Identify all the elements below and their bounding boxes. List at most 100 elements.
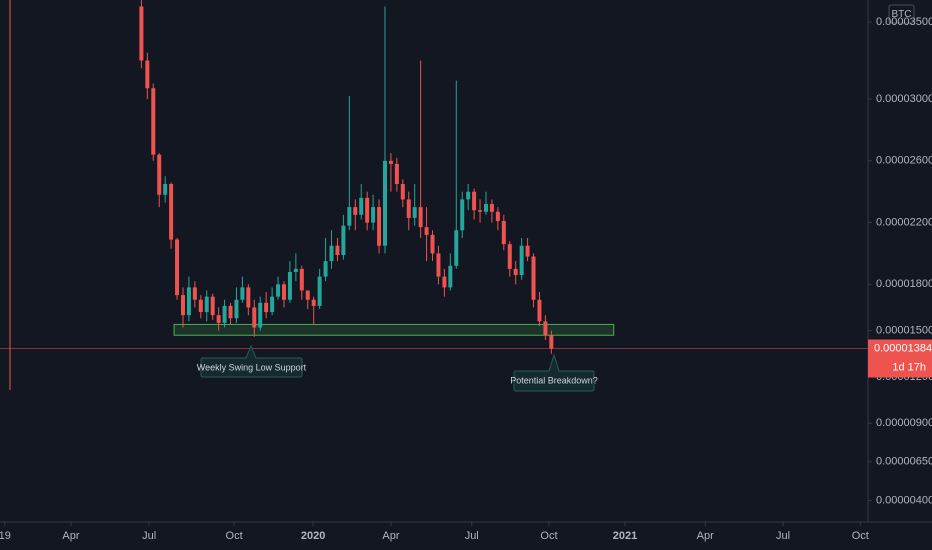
candle-body <box>175 239 180 296</box>
candle-body <box>483 204 488 212</box>
candle-body <box>192 287 197 300</box>
candle-body <box>335 245 340 255</box>
price-axis-corner <box>869 523 932 550</box>
x-tick-label: 2020 <box>301 530 325 542</box>
callout: Weekly Swing Low Support <box>197 344 307 378</box>
candle-body <box>489 204 494 212</box>
candle-body <box>478 210 483 212</box>
candle-body <box>139 6 144 61</box>
candle-body <box>287 271 292 300</box>
candle-body <box>513 268 518 276</box>
plot-area <box>0 0 868 354</box>
countdown-badge <box>868 357 932 378</box>
callout-box <box>513 353 595 392</box>
candle-body <box>145 60 150 89</box>
callout-text: Potential Breakdown? <box>510 375 598 385</box>
candle-body <box>377 207 382 246</box>
candle-body <box>317 276 322 306</box>
candle-body <box>151 88 156 155</box>
candle-body <box>228 305 233 319</box>
candle-body <box>365 197 370 223</box>
candle-body <box>382 160 387 246</box>
candle-body <box>293 268 298 272</box>
candle-body <box>501 221 506 245</box>
candle-body <box>388 160 393 164</box>
y-tick-label: 0.00002200 <box>876 216 932 228</box>
y-tick-label: 0.00003000 <box>876 93 932 105</box>
candle-body <box>394 163 399 184</box>
candle-body <box>198 299 203 313</box>
candle-body <box>353 207 358 215</box>
candle-body <box>270 296 275 313</box>
y-tick-label: 0.00000400 <box>876 494 932 506</box>
candle-body <box>418 207 423 228</box>
candle-body <box>305 290 310 300</box>
candle-body <box>448 265 453 288</box>
candle-body <box>240 287 245 300</box>
candle-body <box>406 199 411 218</box>
currency-label: BTC <box>892 9 912 20</box>
candle-body <box>252 307 257 328</box>
last-price-label: 0.00001384 <box>874 342 932 354</box>
candle-body <box>436 253 441 277</box>
y-tick-label: 0.00001800 <box>876 278 932 290</box>
callout-box <box>200 344 303 378</box>
candle-body <box>537 299 542 322</box>
candle-body <box>359 197 364 215</box>
candle-body <box>549 335 554 349</box>
candle-body <box>412 207 417 218</box>
callout: Potential Breakdown? <box>510 353 598 392</box>
x-tick-label: 2021 <box>613 530 637 542</box>
candle-body <box>311 299 316 306</box>
x-tick-label: Oct <box>852 530 869 542</box>
candle-body <box>216 315 221 323</box>
candle-body <box>466 191 471 200</box>
y-tick-label: 0.00000900 <box>876 417 932 429</box>
x-tick-label: Apr <box>62 530 79 542</box>
y-tick-label: 0.00000650 <box>876 456 932 468</box>
candle-body <box>341 225 346 255</box>
candle-body <box>442 276 447 288</box>
candle-body <box>525 245 530 257</box>
x-tick-label: Oct <box>540 530 557 542</box>
x-tick-label: Jul <box>776 530 790 542</box>
candle-body <box>264 302 269 313</box>
candle-body <box>234 299 239 319</box>
candle-body <box>454 230 459 266</box>
candle-body <box>299 268 304 291</box>
candle-body <box>281 284 286 300</box>
candle-body <box>430 234 435 254</box>
candle-body <box>424 227 429 235</box>
x-tick-label: Oct <box>226 530 243 542</box>
candle-body <box>519 245 524 276</box>
candle-body <box>222 305 227 323</box>
x-tick-label: Apr <box>697 530 714 542</box>
last-price-badge <box>868 339 932 358</box>
support-zone <box>173 323 615 336</box>
y-tick-label: 0.00001500 <box>876 325 932 337</box>
x-tick-label: 19 <box>0 530 11 542</box>
candle-body <box>531 256 536 300</box>
candle-body <box>169 183 174 240</box>
callout-text: Weekly Swing Low Support <box>197 362 307 372</box>
candle-body <box>495 211 500 222</box>
candle-body <box>543 321 548 336</box>
candle-body <box>400 183 405 200</box>
countdown-label: 1d 17h <box>892 361 926 373</box>
candle-body <box>180 295 185 316</box>
candle-body <box>347 207 352 226</box>
price-axis-panel <box>868 0 932 550</box>
candle-body <box>323 261 328 277</box>
currency-box <box>888 4 915 24</box>
candle-body <box>204 296 209 313</box>
y-tick-label: 0.00003500 <box>876 16 932 28</box>
candle-body <box>507 244 512 269</box>
axes: 0.00003500 0.00003000 0.00002600 0.00002200… <box>0 16 932 550</box>
y-tick-label: 0.00002600 <box>876 155 932 167</box>
candle-body <box>329 245 334 262</box>
candle-body <box>157 154 162 195</box>
candle-body <box>186 287 191 316</box>
